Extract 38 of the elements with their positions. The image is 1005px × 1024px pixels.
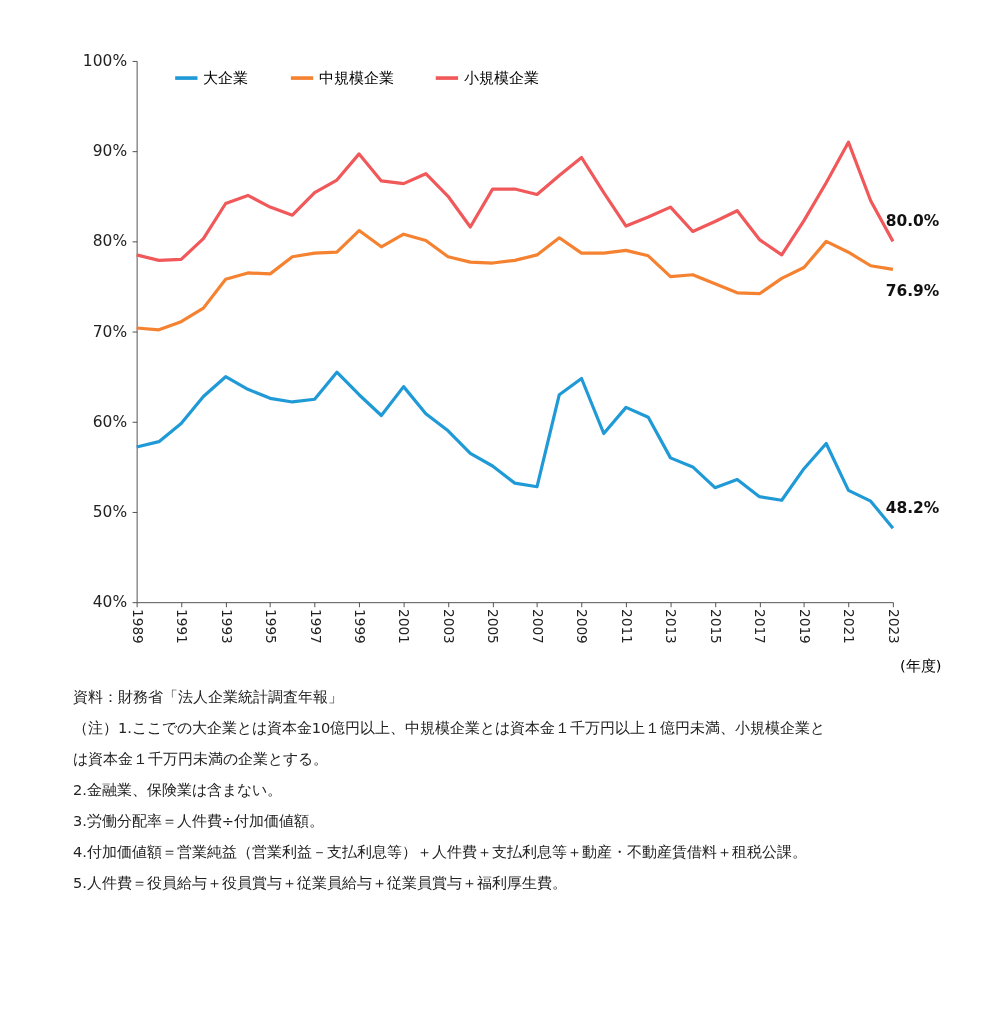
text: 資料：財務省「法人企業統計調査年報」 — [72, 688, 343, 706]
text: （注）1.ここでの大企業とは資本金10億円以上、中規模企業とは資本金１千万円以上１億円未満、小規模企業とは資本金１千万円未満の企業とする。 — [72, 719, 826, 768]
y-tick-label: 40% — [92, 593, 128, 612]
x-tick-label: 2007 — [529, 609, 546, 644]
y-tick-label: 80% — [92, 232, 128, 251]
y-tick-label: 70% — [92, 322, 128, 341]
text: 3.労働分配率＝人件費÷付加価値額。 — [72, 812, 324, 830]
y-tick-label: 100% — [82, 51, 128, 70]
data-label: 48.2% — [885, 498, 940, 517]
x-tick-label: 2015 — [707, 609, 724, 644]
legend-label: 大企業 — [203, 68, 249, 86]
x-tick-label: 2019 — [796, 609, 813, 644]
legend-label: 中規模企業 — [318, 68, 394, 86]
text: 5.人件費＝役員給与＋役員賞与＋従業員給与＋従業員賞与＋福利厚生費。 — [72, 874, 567, 892]
legend-label: 小規模企業 — [463, 68, 539, 86]
x-tick-label: 1989 — [129, 609, 146, 644]
text: 2.金融業、保険業は含まない。 — [72, 781, 282, 799]
x-tick-label: 2009 — [574, 609, 591, 644]
x-tick-label: 1995 — [263, 609, 280, 644]
text: 4.付加価値額＝営業純益（営業利益－支払利息等）＋人件費＋支払利息等＋動産・不動産賃借料＋租税公課。 — [72, 843, 807, 861]
x-tick-label: 2021 — [841, 609, 858, 644]
x-tick-label: 2013 — [663, 609, 680, 644]
data-label: 80.0% — [885, 211, 940, 230]
x-tick-label: 2011 — [618, 609, 635, 644]
y-tick-label: 90% — [92, 142, 128, 161]
x-axis-title: (年度) — [900, 657, 942, 674]
x-tick-label: 2001 — [396, 609, 413, 644]
x-tick-label: 2003 — [440, 609, 457, 644]
y-tick-label: 60% — [92, 412, 128, 431]
x-tick-label: 2017 — [752, 609, 769, 644]
x-tick-label: 1993 — [218, 609, 235, 644]
x-tick-label: 1999 — [352, 609, 368, 644]
y-tick-label: 50% — [92, 503, 128, 522]
x-tick-label: 2023 — [885, 609, 902, 644]
x-tick-label: 2005 — [485, 609, 502, 644]
x-tick-label: 1997 — [307, 609, 324, 644]
x-tick-label: 1991 — [174, 609, 191, 644]
data-label: 76.9% — [885, 281, 940, 300]
